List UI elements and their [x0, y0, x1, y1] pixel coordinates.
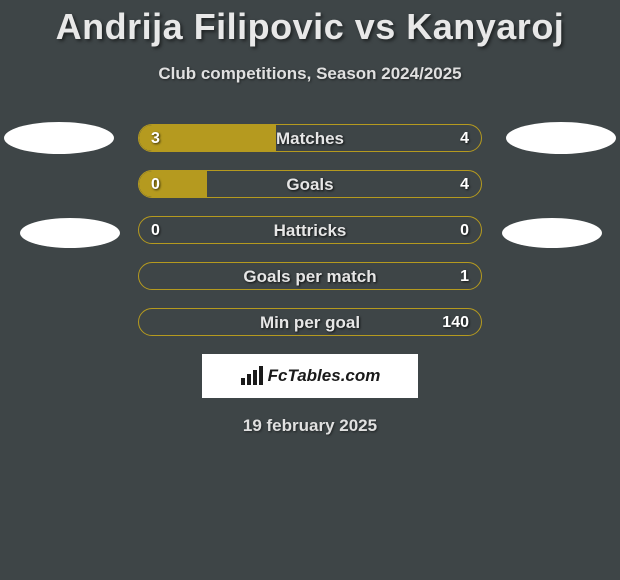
- player2-avatar: [506, 122, 616, 154]
- date-text: 19 february 2025: [0, 416, 620, 436]
- page-title: Andrija Filipovic vs Kanyaroj: [0, 0, 620, 48]
- stat-row-gpm: Goals per match 1: [0, 262, 620, 290]
- stat-right-value: 0: [460, 217, 469, 244]
- bar-track: 0 Goals 4: [138, 170, 482, 198]
- stat-right-value: 4: [460, 171, 469, 198]
- stat-label: Goals: [139, 171, 481, 198]
- stats-container: 3 Matches 4 0 Goals 4 0 Hattricks 0: [0, 124, 620, 336]
- stat-label: Goals per match: [139, 263, 481, 290]
- stat-label: Hattricks: [139, 217, 481, 244]
- stat-left-value: 3: [151, 125, 160, 152]
- stat-right-value: 140: [442, 309, 469, 336]
- stat-row-mpg: Min per goal 140: [0, 308, 620, 336]
- player1-avatar: [4, 122, 114, 154]
- stat-label: Matches: [139, 125, 481, 152]
- bar-track: 3 Matches 4: [138, 124, 482, 152]
- branding-text: FcTables.com: [268, 366, 381, 386]
- bar-chart-icon: [240, 366, 264, 386]
- stat-row-goals: 0 Goals 4: [0, 170, 620, 198]
- stat-row-hattricks: 0 Hattricks 0: [0, 216, 620, 244]
- stat-label: Min per goal: [139, 309, 481, 336]
- bar-track: 0 Hattricks 0: [138, 216, 482, 244]
- stat-right-value: 4: [460, 125, 469, 152]
- bar-track: Goals per match 1: [138, 262, 482, 290]
- branding-box: FcTables.com: [202, 354, 418, 398]
- stat-right-value: 1: [460, 263, 469, 290]
- stat-row-matches: 3 Matches 4: [0, 124, 620, 152]
- bar-track: Min per goal 140: [138, 308, 482, 336]
- stat-left-value: 0: [151, 217, 160, 244]
- subtitle: Club competitions, Season 2024/2025: [0, 64, 620, 84]
- stat-left-value: 0: [151, 171, 160, 198]
